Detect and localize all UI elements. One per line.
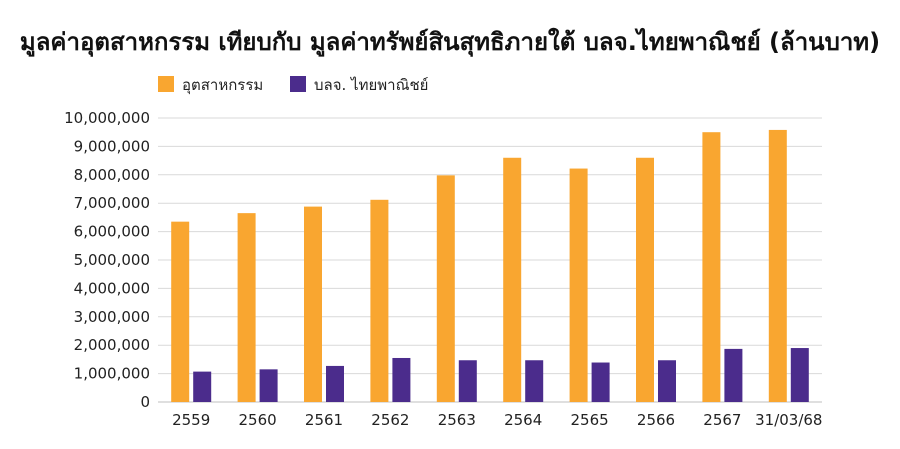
x-tick-label: 31/03/68 bbox=[755, 411, 822, 429]
bar-scb-am bbox=[392, 357, 411, 402]
y-tick-label: 8,000,000 bbox=[74, 166, 150, 184]
bar-industry bbox=[436, 175, 455, 402]
y-tick-label: 10,000,000 bbox=[64, 109, 150, 127]
legend-label: บลจ. ไทยพาณิชย์ bbox=[314, 76, 428, 94]
bar-scb-am bbox=[259, 369, 278, 402]
x-tick-label: 2566 bbox=[637, 411, 675, 429]
y-tick-label: 7,000,000 bbox=[74, 194, 150, 212]
bar-scb-am bbox=[525, 360, 544, 402]
bar-industry bbox=[370, 199, 389, 402]
chart-title: มูลค่าอุตสาหกรรม เทียบกับ มูลค่าทรัพย์สิ… bbox=[19, 28, 881, 56]
bar-scb-am bbox=[658, 360, 676, 402]
bar-scb-am bbox=[326, 365, 344, 402]
y-tick-label: 2,000,000 bbox=[74, 336, 150, 354]
bar-industry bbox=[171, 221, 190, 402]
x-tick-label: 2560 bbox=[239, 411, 277, 429]
x-tick-label: 2562 bbox=[371, 411, 409, 429]
bar-industry bbox=[237, 213, 256, 402]
legend-swatch bbox=[158, 76, 174, 92]
bars bbox=[171, 129, 809, 403]
bar-industry bbox=[304, 206, 322, 402]
x-axis: 2559 2560 2561 2562 2563 2564 2565 2566 2567 31/0… bbox=[172, 411, 822, 429]
y-tick-label: 4,000,000 bbox=[74, 279, 150, 297]
chart-legend: อุตสาหกรรม บลจ. ไทยพาณิชย์ bbox=[158, 76, 428, 95]
bar-scb-am bbox=[193, 371, 212, 402]
x-tick-label: 2563 bbox=[438, 411, 476, 429]
y-tick-label: 5,000,000 bbox=[74, 251, 150, 269]
x-tick-label: 2559 bbox=[172, 411, 210, 429]
x-tick-label: 2561 bbox=[305, 411, 343, 429]
x-tick-label: 2564 bbox=[504, 411, 542, 429]
bar-scb-am bbox=[724, 348, 743, 402]
y-axis: 0 1,000,000 2,000,000 3,000,000 4,000,000 5,0… bbox=[64, 109, 150, 411]
bar-industry bbox=[636, 157, 654, 402]
y-tick-label: 0 bbox=[140, 393, 150, 411]
bar-industry bbox=[702, 132, 721, 402]
y-tick-label: 9,000,000 bbox=[74, 137, 150, 155]
legend-swatch bbox=[290, 76, 306, 92]
bar-scb-am bbox=[790, 348, 809, 402]
legend-label: อุตสาหกรรม bbox=[182, 76, 263, 95]
bar-scb-am bbox=[458, 360, 477, 402]
bar-industry bbox=[569, 168, 588, 402]
bar-industry bbox=[503, 157, 522, 402]
y-tick-label: 1,000,000 bbox=[74, 365, 150, 383]
bar-industry bbox=[768, 129, 787, 403]
y-gridlines bbox=[158, 117, 822, 403]
y-tick-label: 6,000,000 bbox=[74, 223, 150, 241]
x-tick-label: 2567 bbox=[703, 411, 741, 429]
bar-scb-am bbox=[591, 362, 610, 402]
x-tick-label: 2565 bbox=[571, 411, 609, 429]
y-tick-label: 3,000,000 bbox=[74, 308, 150, 326]
